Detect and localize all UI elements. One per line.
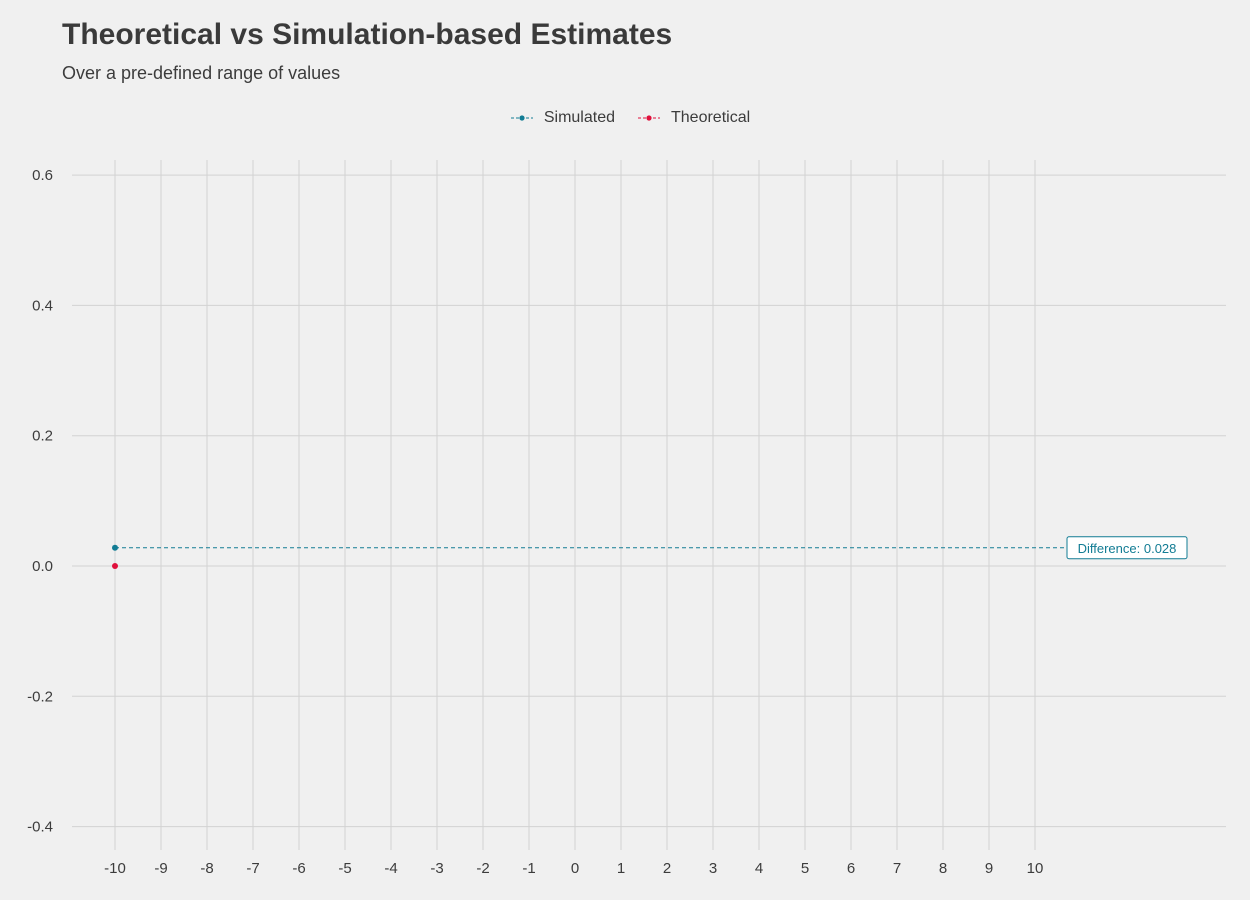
legend-key-theoretical — [638, 115, 660, 121]
x-tick-label: -9 — [154, 860, 167, 877]
y-tick-label: -0.2 — [27, 688, 53, 705]
legend-key-simulated — [510, 115, 533, 121]
x-tick-label: -4 — [384, 860, 397, 877]
x-tick-label: 8 — [939, 860, 947, 877]
x-tick-label: 5 — [801, 860, 809, 877]
x-tick-label: 4 — [755, 860, 763, 877]
x-tick-label: 3 — [709, 860, 717, 877]
x-tick-label: 2 — [663, 860, 671, 877]
x-tick-label: 6 — [847, 860, 855, 877]
difference-label-box — [1066, 536, 1188, 560]
chart-title: Theoretical vs Simulation-based Estimate… — [62, 18, 673, 51]
x-tick-label: -6 — [292, 860, 305, 877]
x-tick-label: 7 — [893, 860, 901, 877]
legend-item-theoretical: Theoretical — [627, 108, 750, 128]
theoretical-point — [112, 563, 118, 569]
y-tick-label: 0.4 — [32, 297, 53, 314]
x-tick-label: 9 — [985, 860, 993, 877]
x-tick-label: -3 — [430, 860, 443, 877]
x-tick-label: 0 — [571, 860, 579, 877]
y-tick-label: 0.2 — [32, 428, 53, 445]
legend-label-theoretical: Theoretical — [671, 109, 751, 126]
x-tick-label: -1 — [522, 860, 535, 877]
legend-label-simulated: Simulated — [543, 109, 615, 126]
x-tick-label: -10 — [104, 860, 126, 877]
chart-subtitle: Over a pre-defined range of values — [62, 63, 341, 83]
y-tick-label: 0.0 — [32, 558, 53, 575]
legend-item-simulated: Simulated — [500, 108, 615, 128]
x-tick-label: -8 — [200, 860, 213, 877]
x-tick-label: -7 — [246, 860, 259, 877]
x-tick-label: 10 — [1027, 860, 1044, 877]
difference-label: Difference: 0.028 — [1078, 541, 1177, 556]
legend: Simulated Theoretical — [0, 108, 1250, 128]
y-tick-label: 0.6 — [32, 167, 53, 184]
x-tick-label: -2 — [476, 860, 489, 877]
y-tick-label: -0.4 — [27, 819, 53, 836]
simulated-point — [112, 544, 118, 551]
x-tick-label: -5 — [338, 860, 351, 877]
x-tick-label: 1 — [617, 860, 625, 877]
